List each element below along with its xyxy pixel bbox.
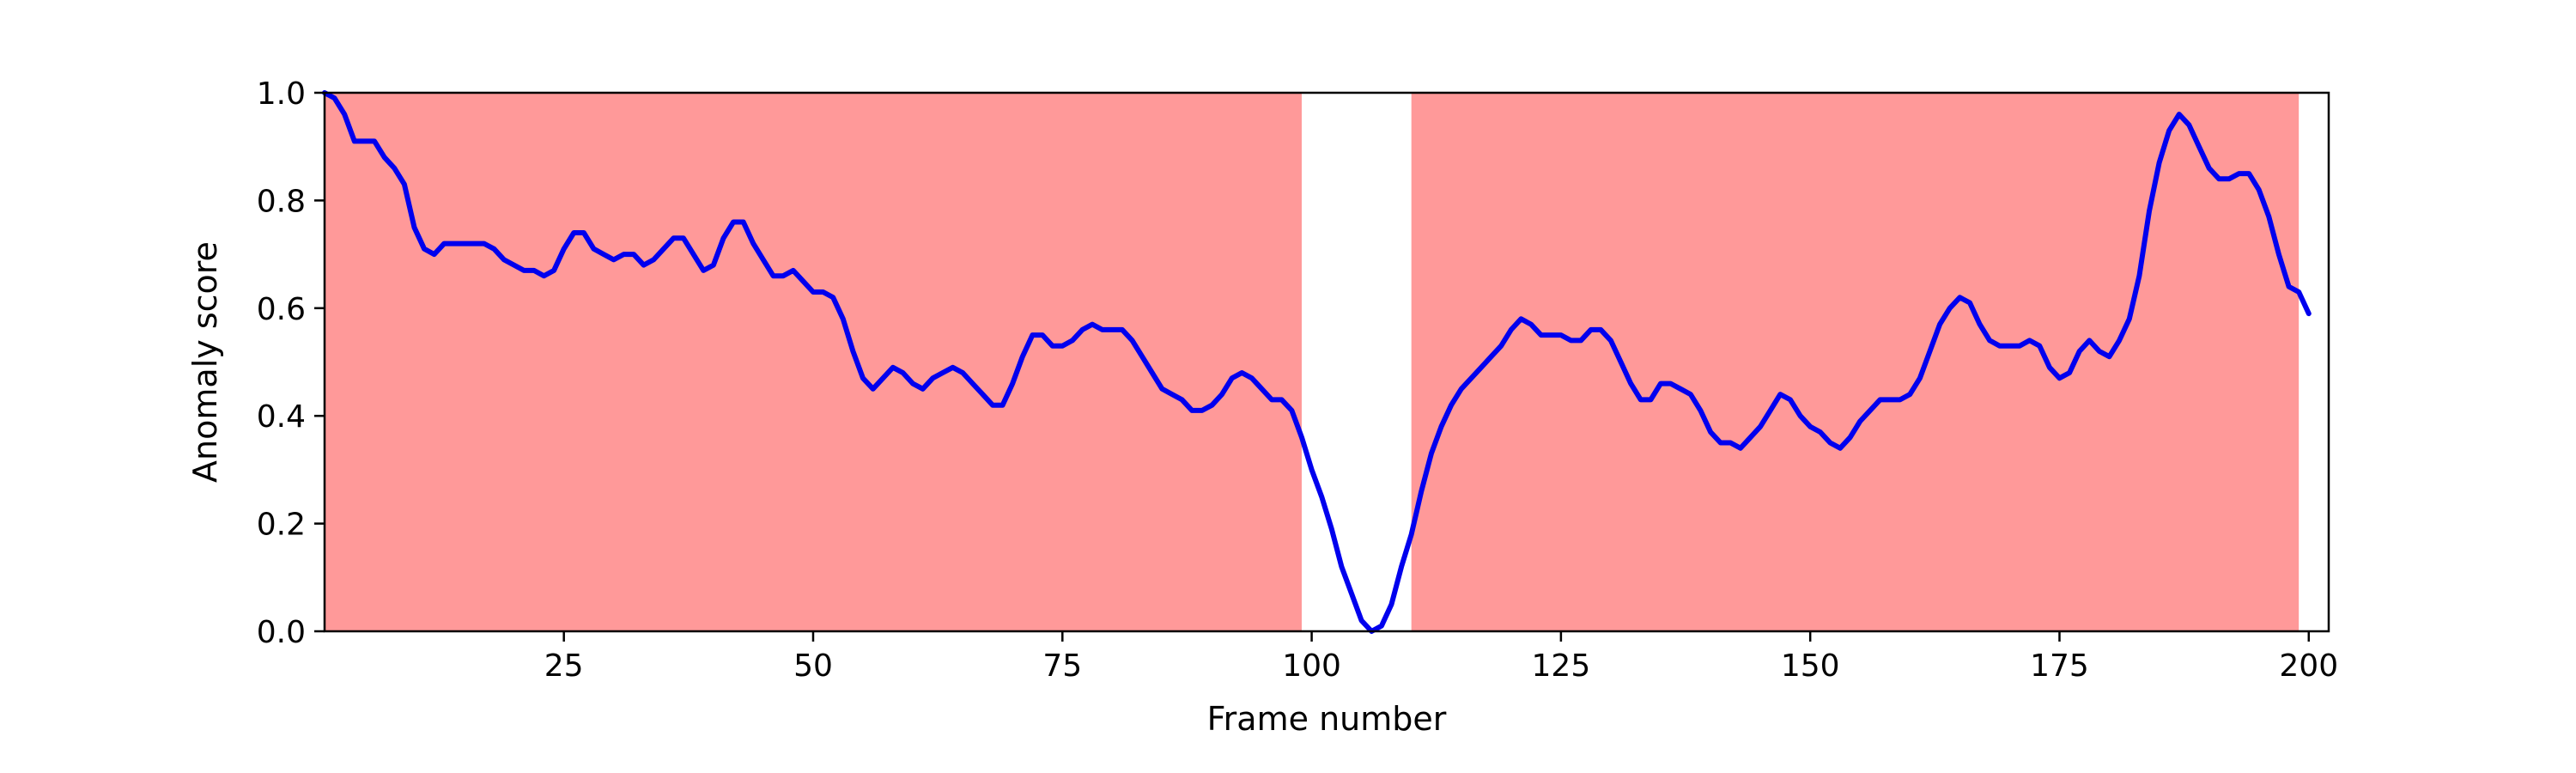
series-layer (322, 90, 2312, 634)
x-tick-label: 100 (1282, 648, 1341, 684)
y-axis-label: Anomaly score (186, 241, 224, 483)
anomaly-score-line (322, 90, 2312, 634)
plot-frame (323, 91, 2330, 633)
y-tick-label: 0.0 (257, 615, 306, 650)
y-tick-label: 0.6 (257, 292, 306, 327)
y-axis-ticks: 0.0 0.2 0.4 0.6 0.8 1.0 (257, 76, 325, 650)
shaded-regions (325, 93, 2300, 631)
y-tick-label: 0.4 (257, 399, 306, 435)
shaded-region-2 (1411, 93, 2300, 631)
x-tick-label: 200 (2279, 648, 2338, 684)
x-tick-label: 125 (1532, 648, 1591, 684)
x-tick-label: 175 (2030, 648, 2089, 684)
x-axis-label: Frame number (1207, 700, 1447, 738)
shaded-region-1 (325, 93, 1302, 631)
x-tick-label: 25 (544, 648, 584, 684)
y-tick-label: 0.8 (257, 184, 306, 219)
x-axis-ticks: 25 50 75 100 125 150 175 200 (544, 631, 2338, 684)
x-tick-label: 150 (1781, 648, 1840, 684)
y-tick-label: 0.2 (257, 508, 306, 543)
x-tick-label: 50 (793, 648, 833, 684)
y-tick-label: 1.0 (257, 76, 306, 112)
x-tick-label: 75 (1042, 648, 1082, 684)
